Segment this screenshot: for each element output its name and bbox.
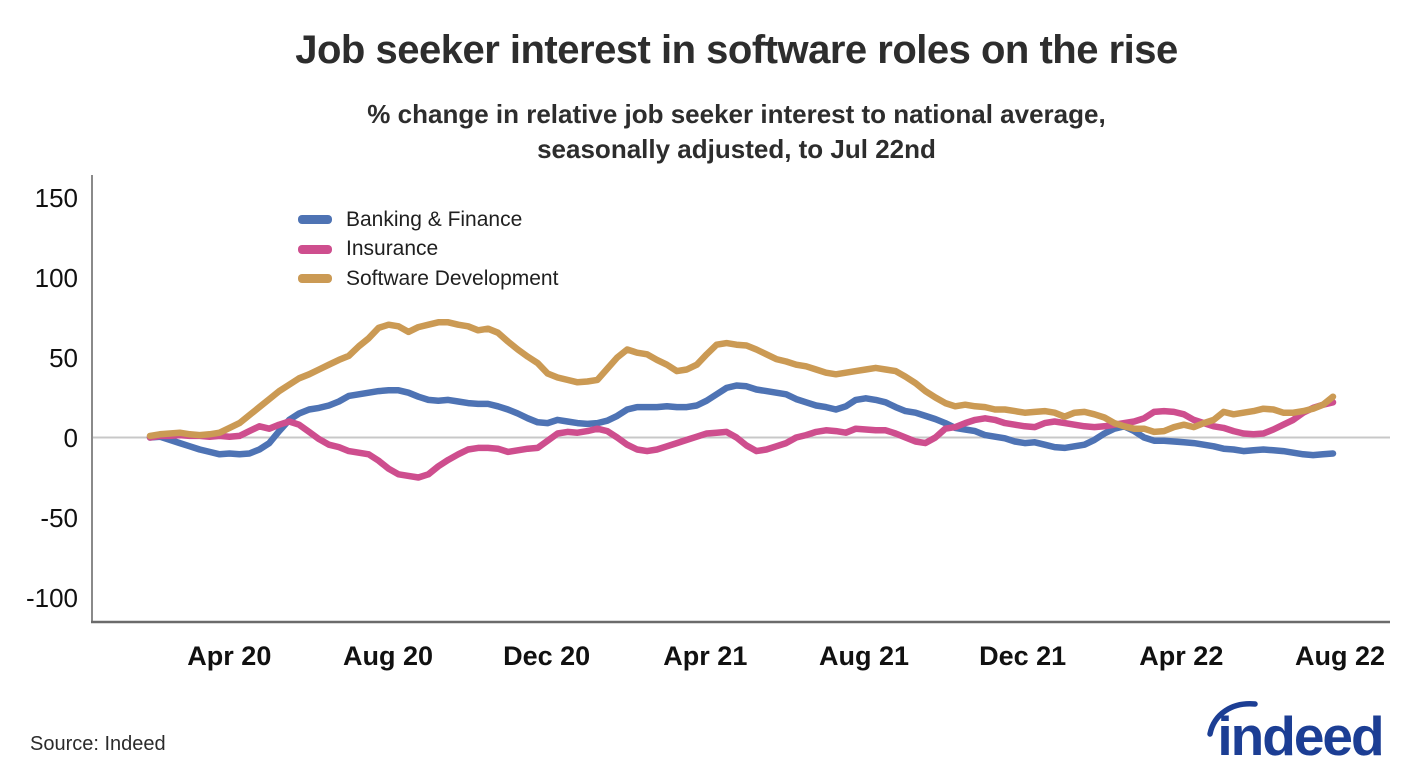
y-tick-0: 0	[63, 422, 78, 453]
y-tick-neg50: -50	[40, 502, 78, 533]
legend-label-insurance: Insurance	[346, 237, 439, 261]
indeed-logo-arc-icon	[1207, 701, 1258, 737]
chart-subtitle: % change in relative job seeker interest…	[58, 97, 1415, 167]
x-tick-aug-22: Aug 22	[1294, 641, 1386, 671]
y-tick-50: 50	[49, 342, 78, 373]
x-tick-aug-21: Aug 21	[818, 641, 910, 671]
legend-label-banking-finance: Banking & Finance	[346, 207, 523, 231]
x-tick-apr-20: Apr 20	[187, 641, 272, 671]
legend-item-insurance: Insurance	[298, 235, 558, 265]
software-development-swatch	[298, 274, 332, 284]
x-tick-dec-20: Dec 20	[503, 641, 591, 671]
insurance-swatch	[298, 244, 332, 254]
y-tick-150: 150	[34, 182, 78, 213]
x-tick-apr-21: Apr 21	[663, 641, 748, 671]
legend-item-banking-finance: Banking & Finance	[298, 205, 558, 235]
chart-subtitle-line-1: % change in relative job seeker interest…	[367, 99, 1106, 129]
software-development-line	[146, 319, 1337, 440]
banking-finance-line	[146, 382, 1337, 459]
indeed-logo: indeed	[1200, 694, 1395, 769]
source-note: Source: Indeed	[30, 733, 166, 755]
legend: Banking & Finance Insurance Software Dev…	[298, 205, 558, 294]
chart-subtitle-line-2: seasonally adjusted, to Jul 22nd	[537, 134, 936, 164]
banking-finance-swatch	[298, 215, 332, 225]
x-tick-aug-20: Aug 20	[342, 641, 434, 671]
insurance-line	[146, 399, 1337, 481]
y-tick-neg100: -100	[25, 582, 78, 613]
chart-title: Job seeker interest in software roles on…	[295, 28, 1178, 72]
indeed-logo-text: indeed	[1217, 705, 1382, 767]
legend-item-software-development: Software Development	[298, 264, 558, 294]
legend-label-software-development: Software Development	[346, 266, 559, 290]
y-tick-100: 100	[34, 262, 78, 293]
x-tick-apr-22: Apr 22	[1139, 641, 1224, 671]
x-tick-dec-21: Dec 21	[979, 641, 1067, 671]
